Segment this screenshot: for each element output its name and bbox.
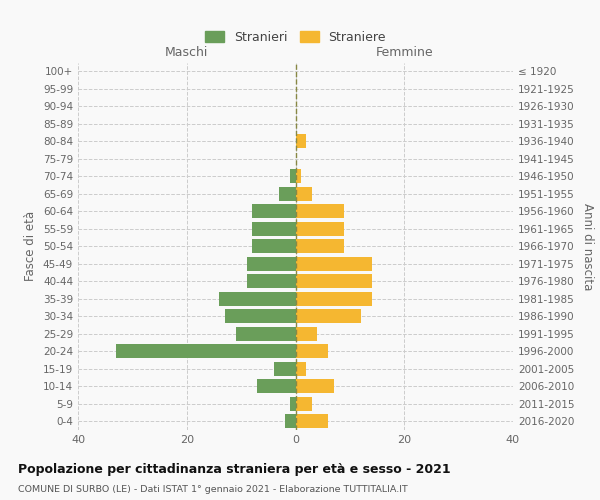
Bar (252, 222, 296, 235)
Bar (252, 240, 296, 253)
Bar (252, 204, 296, 218)
Bar (296, 274, 371, 288)
Bar (296, 222, 344, 235)
Bar (247, 257, 296, 270)
Bar (225, 310, 296, 323)
Bar (296, 170, 301, 183)
Bar (296, 397, 312, 410)
Bar (257, 380, 296, 393)
Bar (296, 327, 317, 340)
Bar (290, 170, 296, 183)
Bar (296, 257, 371, 270)
Legend: Stranieri, Straniere: Stranieri, Straniere (200, 26, 391, 48)
Text: Popolazione per cittadinanza straniera per età e sesso - 2021: Popolazione per cittadinanza straniera p… (18, 462, 451, 475)
Bar (296, 414, 328, 428)
Text: Femmine: Femmine (376, 46, 433, 59)
Bar (247, 274, 296, 288)
Bar (296, 344, 328, 358)
Bar (116, 344, 296, 358)
Bar (296, 310, 361, 323)
Text: COMUNE DI SURBO (LE) - Dati ISTAT 1° gennaio 2021 - Elaborazione TUTTITALIA.IT: COMUNE DI SURBO (LE) - Dati ISTAT 1° gen… (18, 485, 408, 494)
Bar (296, 240, 344, 253)
Bar (296, 380, 334, 393)
Y-axis label: Anni di nascita: Anni di nascita (581, 202, 594, 290)
Bar (296, 187, 312, 200)
Bar (290, 397, 296, 410)
Bar (274, 362, 296, 376)
Y-axis label: Fasce di età: Fasce di età (25, 211, 37, 282)
Text: Maschi: Maschi (165, 46, 208, 59)
Bar (296, 292, 371, 306)
Bar (279, 187, 296, 200)
Bar (296, 362, 307, 376)
Bar (284, 414, 296, 428)
Bar (296, 134, 307, 148)
Bar (220, 292, 296, 306)
Bar (296, 204, 344, 218)
Bar (236, 327, 296, 340)
